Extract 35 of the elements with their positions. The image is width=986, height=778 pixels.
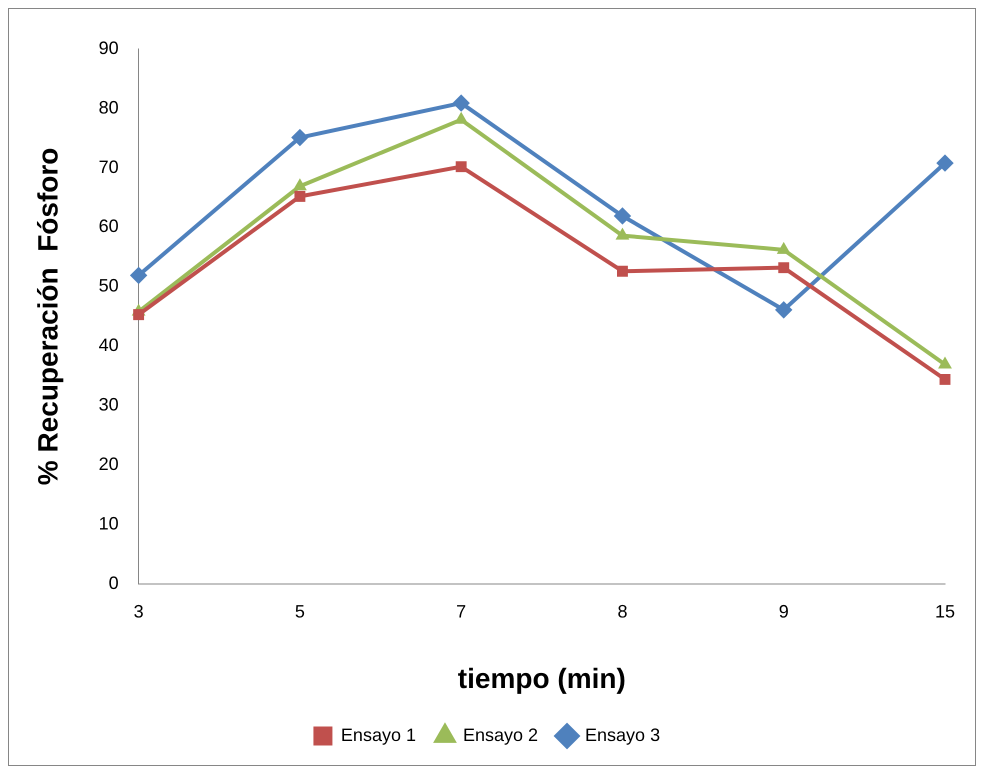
- point: [130, 266, 148, 284]
- y-tick-label: 60: [98, 216, 119, 236]
- y-tick-label: 20: [98, 454, 119, 474]
- y-tick-label: 40: [98, 335, 119, 356]
- point: [775, 301, 792, 318]
- point: [938, 357, 952, 369]
- y-tick-label: 50: [98, 276, 119, 296]
- point: [617, 266, 628, 277]
- y-tick-label: 70: [98, 156, 119, 177]
- x-tick-label: 9: [778, 602, 789, 622]
- x-tick-label: 8: [617, 602, 628, 622]
- point: [936, 154, 954, 172]
- legend-label: Ensayo 1: [340, 724, 416, 745]
- legend-label: Ensayo 2: [462, 724, 538, 745]
- point: [616, 228, 630, 240]
- y-tick-label: 90: [98, 38, 119, 58]
- x-tick-label: 5: [294, 602, 305, 622]
- point: [294, 190, 306, 202]
- x-axis-title: tiempo (min): [458, 662, 626, 694]
- y-tick-label: 30: [98, 394, 119, 414]
- x-tick-label: 15: [934, 602, 956, 622]
- point: [456, 161, 467, 172]
- point: [133, 309, 144, 320]
- point: [778, 262, 790, 274]
- y-axis-title: % Recuperación Fósforo: [32, 148, 64, 486]
- x-tick-label: 3: [134, 602, 144, 622]
- point: [452, 94, 470, 112]
- point: [940, 374, 950, 385]
- y-tick-label: 10: [98, 513, 119, 534]
- x-tick-label: 7: [456, 602, 466, 622]
- legend-label: Ensayo 3: [585, 724, 660, 745]
- point: [291, 129, 308, 146]
- y-tick-label: 0: [108, 572, 119, 593]
- y-tick-label: 80: [98, 97, 119, 118]
- point: [614, 207, 631, 224]
